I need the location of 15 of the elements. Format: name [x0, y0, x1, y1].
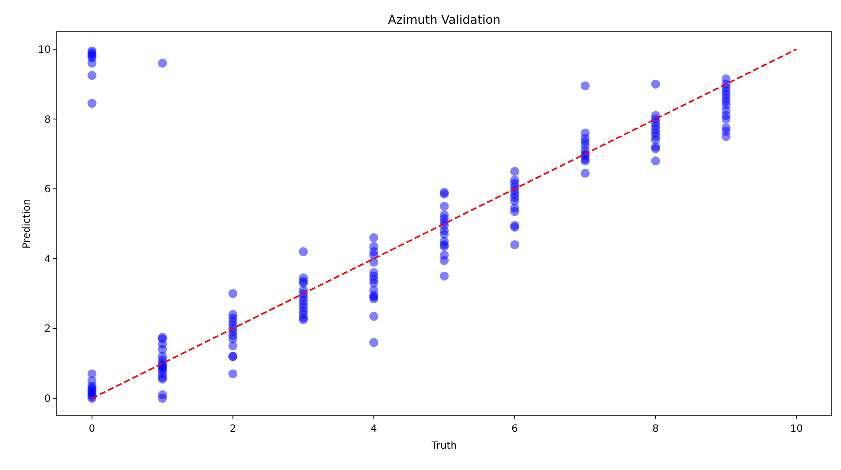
- y-tick-label: 4: [44, 254, 51, 266]
- x-tick-label: 2: [230, 424, 236, 435]
- x-tick-label: 4: [370, 424, 378, 435]
- y-axis-title: Prediction: [22, 199, 33, 249]
- x-tick-label: 10: [790, 424, 804, 435]
- x-tick-label: 6: [512, 424, 518, 435]
- chart-title: Azimuth Validation: [388, 13, 501, 27]
- x-tick-label: 0: [89, 424, 96, 435]
- x-tick-label: 8: [652, 424, 660, 435]
- y-tick-label: 8: [44, 114, 51, 126]
- y-tick-label: 6: [44, 184, 51, 196]
- y-tick-label: 10: [38, 44, 51, 56]
- x-axis-title: Truth: [430, 441, 458, 452]
- y-tick-label: 2: [44, 324, 51, 336]
- y-tick-label: 0: [44, 394, 51, 406]
